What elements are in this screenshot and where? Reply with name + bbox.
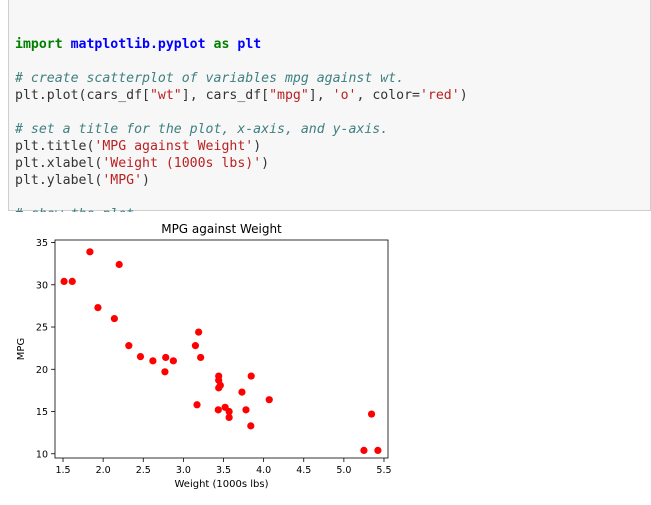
chart-marks [60, 248, 382, 454]
code-line [15, 53, 650, 70]
code-token: import [15, 37, 63, 52]
y-axis-label: MPG [16, 338, 27, 360]
scatter-point [68, 277, 76, 285]
scatter-point [125, 342, 133, 350]
scatter-chart: 1.5 2.0 2.5 3.0 3.5 4.0 4.5 5.0 5.5 10 15 20 25 30 35… [0, 212, 651, 501]
code-token: as [213, 37, 230, 52]
code-token: 'red' [419, 88, 460, 103]
code-line [15, 104, 650, 121]
scatter-point [169, 357, 177, 365]
scatter-point [191, 342, 200, 350]
code-line: plt.title('MPG against Weight') [15, 138, 650, 155]
code-token [206, 37, 214, 52]
code-token: 'MPG against Weight' [94, 139, 254, 154]
scatter-point [242, 406, 250, 414]
scatter-point [367, 410, 376, 418]
x-tick-label: 5.0 [336, 465, 351, 476]
code-lines: import matplotlib.pyplot as plt # create… [15, 36, 650, 240]
scatter-point [225, 407, 233, 416]
x-tick-label: 3.0 [176, 465, 191, 476]
scatter-point [195, 328, 203, 336]
scatter-point [115, 260, 123, 269]
x-tick-label: 1.5 [55, 465, 70, 476]
scatter-point [86, 248, 94, 256]
output-area: 1.5 2.0 2.5 3.0 3.5 4.0 4.5 5.0 5.5 10 15 20 25 30 35… [0, 212, 651, 501]
x-tick-label: 4.0 [256, 465, 271, 476]
code-line: # create scatterplot of variables mpg ag… [15, 70, 650, 87]
x-axis-ticks: 1.5 2.0 2.5 3.0 3.5 4.0 4.5 5.0 5.5 [55, 458, 392, 476]
code-token: "mpg" [269, 88, 309, 103]
code-token: ) [459, 88, 468, 103]
code-token: 'Weight (1000s lbs)' [102, 156, 262, 171]
y-tick-label: 35 [36, 238, 48, 249]
scatter-point [238, 388, 246, 396]
y-tick-label: 10 [36, 449, 48, 460]
x-tick-label: 5.5 [376, 465, 391, 476]
code-token: ) [142, 173, 150, 188]
scatter-point [110, 314, 118, 323]
scatter-point [225, 413, 233, 422]
code-token [63, 37, 71, 52]
code-token: 'MPG' [102, 173, 143, 188]
scatter-point [247, 372, 255, 380]
x-tick-label: 4.5 [296, 465, 311, 476]
scatter-point [360, 446, 368, 454]
y-tick-label: 30 [36, 280, 48, 291]
y-tick-label: 20 [36, 365, 48, 376]
code-token: 'o' [332, 88, 357, 103]
y-axis-ticks: 10 15 20 25 30 35 [36, 238, 55, 460]
y-tick-label: 25 [36, 323, 48, 334]
code-line: # set a title for the plot, x-axis, and … [15, 121, 650, 138]
code-token: ], cars_df[ [181, 88, 270, 103]
scatter-point [136, 353, 145, 361]
x-tick-label: 3.5 [216, 465, 231, 476]
code-token: matplotlib.pyplot [70, 37, 206, 52]
scatter-point [94, 304, 102, 312]
code-token: , color= [356, 88, 420, 103]
code-token: plt.title( [15, 139, 95, 154]
plot-frame [54, 239, 389, 459]
code-token: ], [308, 88, 333, 103]
code-cell[interactable]: import matplotlib.pyplot as plt # create… [8, 0, 651, 239]
x-tick-label: 2.5 [136, 465, 151, 476]
code-line: plt.ylabel('MPG') [15, 172, 650, 189]
code-token: "wt" [149, 88, 182, 103]
code-token: plt.plot(cars_df[ [15, 88, 150, 103]
scatter-point [374, 446, 382, 454]
code-token: ) [261, 156, 270, 171]
code-token: plt.xlabel( [15, 156, 103, 171]
code-line: plt.xlabel('Weight (1000s lbs)') [15, 155, 650, 172]
scatter-point [215, 372, 223, 380]
code-token: plt [237, 37, 262, 52]
scatter-point [215, 384, 223, 392]
scatter-point [162, 353, 170, 362]
code-line: plt.plot(cars_df["wt"], cars_df["mpg"], … [15, 87, 650, 104]
scatter-point [247, 422, 255, 430]
code-token: plt.ylabel( [15, 173, 103, 188]
x-axis-label: Weight (1000s lbs) [175, 479, 269, 490]
code-token: ) [253, 139, 262, 154]
scatter-point [60, 277, 68, 285]
code-token: # set a title for the plot, x-axis, and … [15, 122, 389, 137]
code-token: # create scatterplot of variables mpg ag… [15, 71, 405, 86]
scatter-point [149, 357, 157, 365]
chart-title: MPG against Weight [161, 222, 282, 236]
scatter-point [161, 368, 169, 376]
scatter-point [197, 353, 205, 362]
scatter-point [265, 396, 273, 404]
scatter-point [193, 401, 201, 409]
scatter-point [214, 406, 222, 414]
code-line [15, 189, 650, 206]
plot-area [55, 240, 388, 458]
x-tick-label: 2.0 [96, 465, 111, 476]
code-line: import matplotlib.pyplot as plt [15, 36, 650, 53]
y-tick-label: 15 [36, 407, 48, 418]
